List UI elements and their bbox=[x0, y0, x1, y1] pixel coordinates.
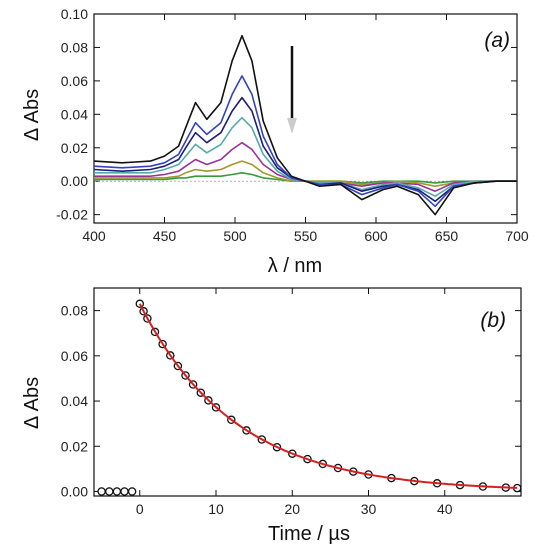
y-tick-label: 0.00 bbox=[61, 173, 88, 189]
y-tick-label: 0.02 bbox=[61, 438, 88, 454]
panel-b-x-axis-label: Time / µs bbox=[268, 523, 350, 545]
spectrum-series-line bbox=[93, 75, 517, 208]
spectrum-series-line bbox=[94, 141, 517, 192]
kinetics-data-point bbox=[120, 487, 129, 496]
y-tick-label: 0.04 bbox=[61, 106, 88, 122]
panel-a-ticks: 400 450 500 550 600 650 700 -0.02 0.00 0.02 0.04 0.… bbox=[56, 6, 529, 244]
x-tick-label: 600 bbox=[364, 228, 388, 244]
x-tick-label: 10 bbox=[208, 501, 224, 517]
kinetics-data-point bbox=[105, 487, 114, 496]
spectrum-series-line bbox=[93, 34, 517, 216]
panel-b-plot-frame bbox=[93, 287, 522, 497]
x-tick-label: 20 bbox=[284, 501, 300, 517]
y-tick-label: 0.02 bbox=[61, 140, 88, 156]
kinetics-data-point bbox=[127, 487, 137, 496]
panel-a-label: (a) bbox=[484, 29, 510, 52]
panel-b-kinetics-chart: 0 10 20 30 40 0.00 0.02 0.04 0.06 0.08 (b) Time /… bbox=[21, 287, 522, 545]
panel-b-fit-curve bbox=[138, 303, 518, 489]
y-tick-label: 0.06 bbox=[61, 348, 88, 364]
spectrum-series-line bbox=[94, 160, 517, 187]
x-tick-label: 30 bbox=[361, 501, 377, 517]
panel-a-y-axis-label: Δ Abs bbox=[21, 89, 43, 141]
kinetics-data-point bbox=[135, 299, 145, 309]
y-tick-label: 0.04 bbox=[61, 393, 88, 409]
spectrum-series-line bbox=[93, 96, 517, 203]
y-tick-label: -0.02 bbox=[56, 207, 88, 223]
x-tick-label: 550 bbox=[294, 228, 318, 244]
y-tick-label: 0.10 bbox=[61, 6, 88, 22]
panel-a-plot-frame bbox=[93, 13, 518, 224]
x-tick-label: 400 bbox=[82, 228, 106, 244]
arrow-head bbox=[287, 118, 297, 134]
panel-b-label: (b) bbox=[480, 309, 506, 332]
panel-a-spectra-chart: 400 450 500 550 600 650 700 -0.02 0.00 0.02 0.04 0.… bbox=[21, 6, 529, 277]
spectrum-series-line bbox=[94, 172, 517, 184]
panel-a-x-axis-label: λ / nm bbox=[268, 255, 322, 277]
spectrum-series-line bbox=[94, 116, 517, 197]
y-tick-label: 0.06 bbox=[61, 73, 88, 89]
x-tick-label: 500 bbox=[223, 228, 247, 244]
panel-b-data-points bbox=[97, 299, 522, 496]
y-tick-label: 0.00 bbox=[61, 483, 88, 499]
x-tick-label: 0 bbox=[136, 501, 144, 517]
kinetics-data-point bbox=[112, 487, 122, 496]
x-tick-label: 450 bbox=[153, 228, 177, 244]
y-tick-label: 0.08 bbox=[61, 39, 88, 55]
decay-arrow-icon bbox=[287, 46, 297, 134]
panel-b-ticks: 0 10 20 30 40 0.00 0.02 0.04 0.06 0.08 bbox=[61, 288, 521, 517]
x-tick-label: 40 bbox=[437, 501, 453, 517]
y-tick-label: 0.08 bbox=[61, 303, 88, 319]
kinetics-data-point bbox=[97, 487, 106, 496]
panel-a-series-group bbox=[93, 34, 517, 216]
x-tick-label: 650 bbox=[435, 228, 459, 244]
x-tick-label: 700 bbox=[505, 228, 529, 244]
panel-b-y-axis-label: Δ Abs bbox=[21, 377, 43, 429]
exponential-fit-line bbox=[138, 303, 518, 489]
